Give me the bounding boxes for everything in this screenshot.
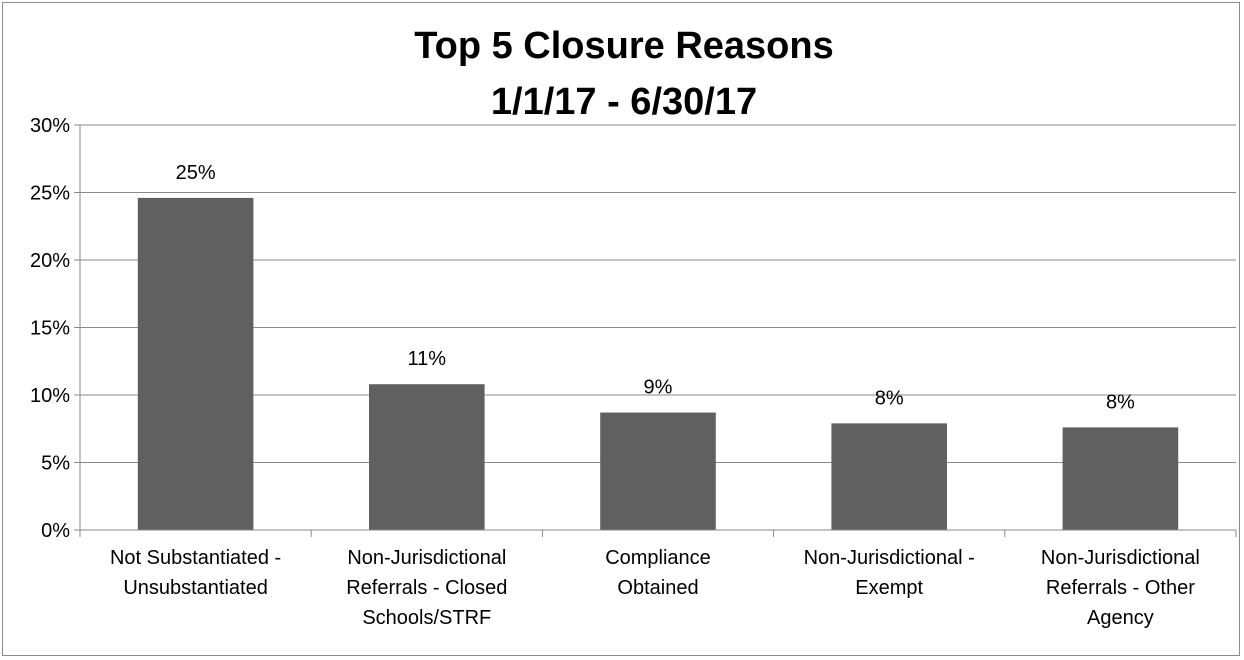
y-axis-tick-labels: 0% 5% 10% 15% 20% 25% 30% (30, 115, 70, 542)
bar (1062, 427, 1179, 530)
x-category-label: Non-Jurisdictional Referrals - Other Agenc… (1041, 547, 1200, 629)
gridlines (74, 124, 1236, 531)
x-category-label: Not Substantiated -Unsubstantiated (110, 547, 281, 599)
data-label: 25% (176, 162, 216, 184)
bars (137, 197, 1179, 530)
x-category-label: Non-Jurisdictional Referrals - Closed Scho… (346, 547, 507, 629)
axes (79, 125, 1237, 537)
y-tick-label: 10% (30, 385, 70, 407)
bar (137, 197, 254, 530)
x-category-label: Compliance Obtained (605, 547, 711, 599)
x-category-label: Non-Jurisdictional -Exempt (804, 547, 975, 599)
y-tick-label: 5% (41, 453, 70, 475)
x-axis-category-labels: Not Substantiated -Unsubstantiated Non-Ju… (110, 547, 1200, 629)
chart-title-line-1: Top 5 Closure Reasons (414, 25, 834, 67)
bar (369, 384, 485, 530)
y-tick-label: 30% (30, 115, 70, 137)
data-label: 11% (408, 348, 447, 370)
data-label: 8% (875, 387, 904, 409)
y-tick-label: 0% (41, 520, 70, 542)
data-label: 9% (644, 377, 673, 399)
y-tick-label: 20% (30, 250, 70, 272)
chart-title-line-2: 1/1/17 - 6/30/17 (491, 81, 757, 123)
chart-title: Top 5 Closure Reasons 1/1/17 - 6/30/17 (414, 25, 834, 123)
data-label: 8% (1106, 391, 1135, 413)
y-tick-label: 15% (30, 318, 70, 340)
data-labels: 25% 11% 9% 8% 8% (176, 162, 1135, 414)
bar (831, 423, 947, 530)
y-tick-label: 25% (30, 183, 70, 205)
bar (600, 412, 716, 530)
